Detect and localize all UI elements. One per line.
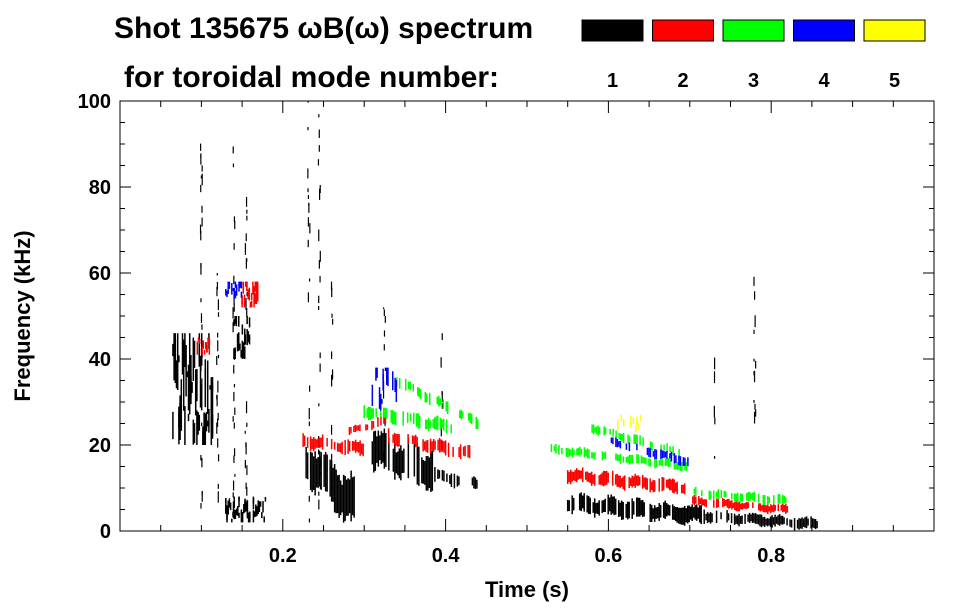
mode-3-feature-26 (363, 405, 452, 434)
x-tick-label: 0.4 (432, 545, 461, 567)
mode-1-feature-16 (440, 333, 443, 451)
mode-1-feature-3 (434, 467, 478, 490)
y-tick-label: 0 (100, 521, 111, 543)
mode-1-feature-0 (172, 333, 214, 445)
mode-4-feature-31 (610, 437, 689, 467)
y-tick-label: 20 (89, 435, 111, 457)
legend-label-2: 2 (677, 70, 688, 92)
mode-4-feature-33 (225, 281, 243, 299)
mode-2-feature-23 (692, 494, 789, 514)
x-tick-label: 0.2 (269, 545, 297, 567)
legend-label-4: 4 (818, 70, 830, 92)
x-tick-label: 0.6 (594, 545, 622, 567)
mode-1-feature-14 (330, 281, 334, 490)
mode-1-feature-9 (216, 273, 220, 503)
mode-2-feature-19 (302, 433, 364, 457)
mode-2-feature-22 (566, 467, 686, 495)
mode-1-feature-10 (232, 146, 236, 519)
y-tick-label: 80 (89, 177, 111, 199)
y-axis-label: Frequency (kHz) (10, 230, 35, 401)
legend-label-1: 1 (607, 70, 618, 92)
legend-swatch-5 (863, 19, 926, 42)
mode-1-feature-4 (566, 492, 705, 526)
mode-2-feature-21 (387, 428, 471, 460)
mode-5-feature-34 (616, 414, 642, 433)
axis-tick-labels: 0 20 40 60 80 100 0.2 0.4 0.6 0.8 (78, 91, 785, 567)
mode-4-feature-32 (371, 367, 398, 411)
legend-label-3: 3 (748, 70, 759, 92)
plot-frame (119, 100, 935, 532)
chart-title-line2: for toroidal mode number: (124, 61, 499, 94)
mode-1-feature-17 (753, 276, 757, 424)
legend-swatch-3 (722, 19, 785, 42)
mode-3-feature-30 (693, 486, 787, 506)
y-tick-label: 40 (89, 349, 111, 371)
mode-2-feature-25 (196, 337, 211, 355)
mode-2-feature-20 (348, 414, 387, 436)
spectrum-marks (172, 101, 818, 531)
mode-1-feature-6 (233, 316, 251, 359)
chart-title-line1: Shot 135675 ωB(ω) spectrum (114, 12, 533, 45)
mode-3-feature-27 (396, 377, 479, 430)
x-tick-label: 0.8 (757, 545, 785, 567)
legend: 1 2 3 4 5 (581, 19, 926, 92)
x-axis-label: Time (s) (485, 577, 569, 602)
mode-1-feature-12 (307, 101, 311, 523)
mode-2-feature-24 (241, 281, 259, 308)
legend-swatch-2 (652, 19, 714, 42)
mode-1-feature-13 (317, 114, 322, 510)
legend-swatch-1 (581, 19, 644, 42)
mode-1-feature-2 (371, 428, 434, 492)
mode-1-feature-5 (705, 510, 818, 531)
mode-1-feature-11 (244, 196, 248, 503)
mode-3-feature-29 (591, 424, 680, 460)
axis-ticks (120, 100, 934, 532)
mode-1-feature-8 (199, 143, 203, 509)
mode-1-feature-7 (225, 496, 267, 523)
mode-1-feature-1 (305, 446, 355, 523)
legend-swatch-4 (793, 19, 855, 42)
y-tick-label: 100 (78, 91, 111, 113)
legend-label-5: 5 (889, 70, 900, 92)
y-tick-label: 60 (89, 263, 111, 285)
